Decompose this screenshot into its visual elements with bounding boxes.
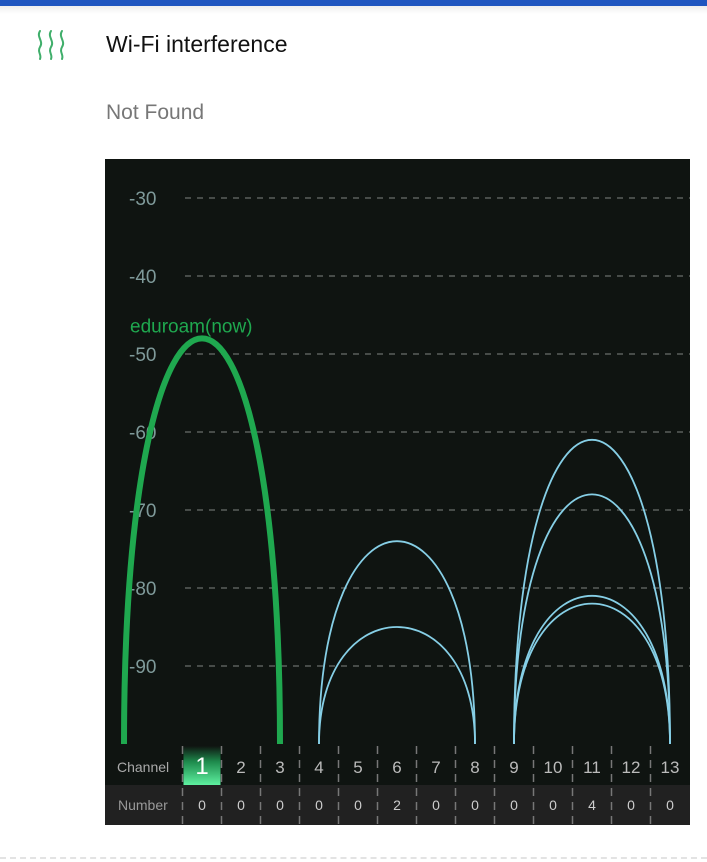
top-accent-bar <box>0 0 707 6</box>
network-count: 0 <box>198 797 206 813</box>
network-curve <box>513 438 671 745</box>
channel-label: 9 <box>509 758 518 777</box>
number-row-label: Number <box>118 797 168 813</box>
network-count: 0 <box>666 797 674 813</box>
network-label: eduroam(now) <box>130 316 253 337</box>
network-count: 2 <box>393 797 401 813</box>
network-count: 0 <box>549 797 557 813</box>
number-row <box>105 785 690 825</box>
channel-label: 3 <box>275 758 284 777</box>
network-count: 0 <box>237 797 245 813</box>
y-tick-label: -40 <box>129 267 156 288</box>
network-curve <box>318 540 476 745</box>
page-title: Wi-Fi interference <box>106 31 288 57</box>
network-count: 0 <box>627 797 635 813</box>
channel-label: 4 <box>314 758 323 777</box>
network-count: 0 <box>471 797 479 813</box>
network-count: 0 <box>510 797 518 813</box>
channel-label: 5 <box>353 758 362 777</box>
y-tick-label: -80 <box>129 579 156 600</box>
channel-label: 11 <box>583 758 601 777</box>
header-shadow <box>0 6 707 14</box>
y-tick-label: -30 <box>129 189 156 210</box>
network-count: 0 <box>432 797 440 813</box>
network-curve <box>513 493 671 745</box>
status-text: Not Found <box>106 101 205 124</box>
channel-label: 1 <box>195 753 208 780</box>
network-count: 0 <box>276 797 284 813</box>
y-tick-label: -90 <box>129 657 156 678</box>
channel-label: 2 <box>236 758 245 777</box>
channel-label: 13 <box>661 758 680 777</box>
network-curve <box>513 602 671 745</box>
channel-label: 12 <box>622 758 641 777</box>
channel-row-label: Channel <box>117 759 169 775</box>
network-curve <box>318 626 476 745</box>
network-count: 4 <box>588 797 596 813</box>
channel-label: 6 <box>392 758 401 777</box>
channel-label: 8 <box>470 758 479 777</box>
channel-label: 10 <box>544 758 563 777</box>
current-network-curve <box>121 335 283 745</box>
selected-channel-highlight <box>183 746 221 785</box>
channel-label: 7 <box>431 758 440 777</box>
network-count: 0 <box>315 797 323 813</box>
wifi-interference-waves-icon <box>37 30 65 60</box>
divider <box>0 857 707 859</box>
channel-interference-chart: -30-40-50-60-70-80-90eduroam(now)Channel… <box>105 159 690 825</box>
y-tick-label: -50 <box>129 345 156 366</box>
network-count: 0 <box>354 797 362 813</box>
network-curve <box>513 594 671 745</box>
